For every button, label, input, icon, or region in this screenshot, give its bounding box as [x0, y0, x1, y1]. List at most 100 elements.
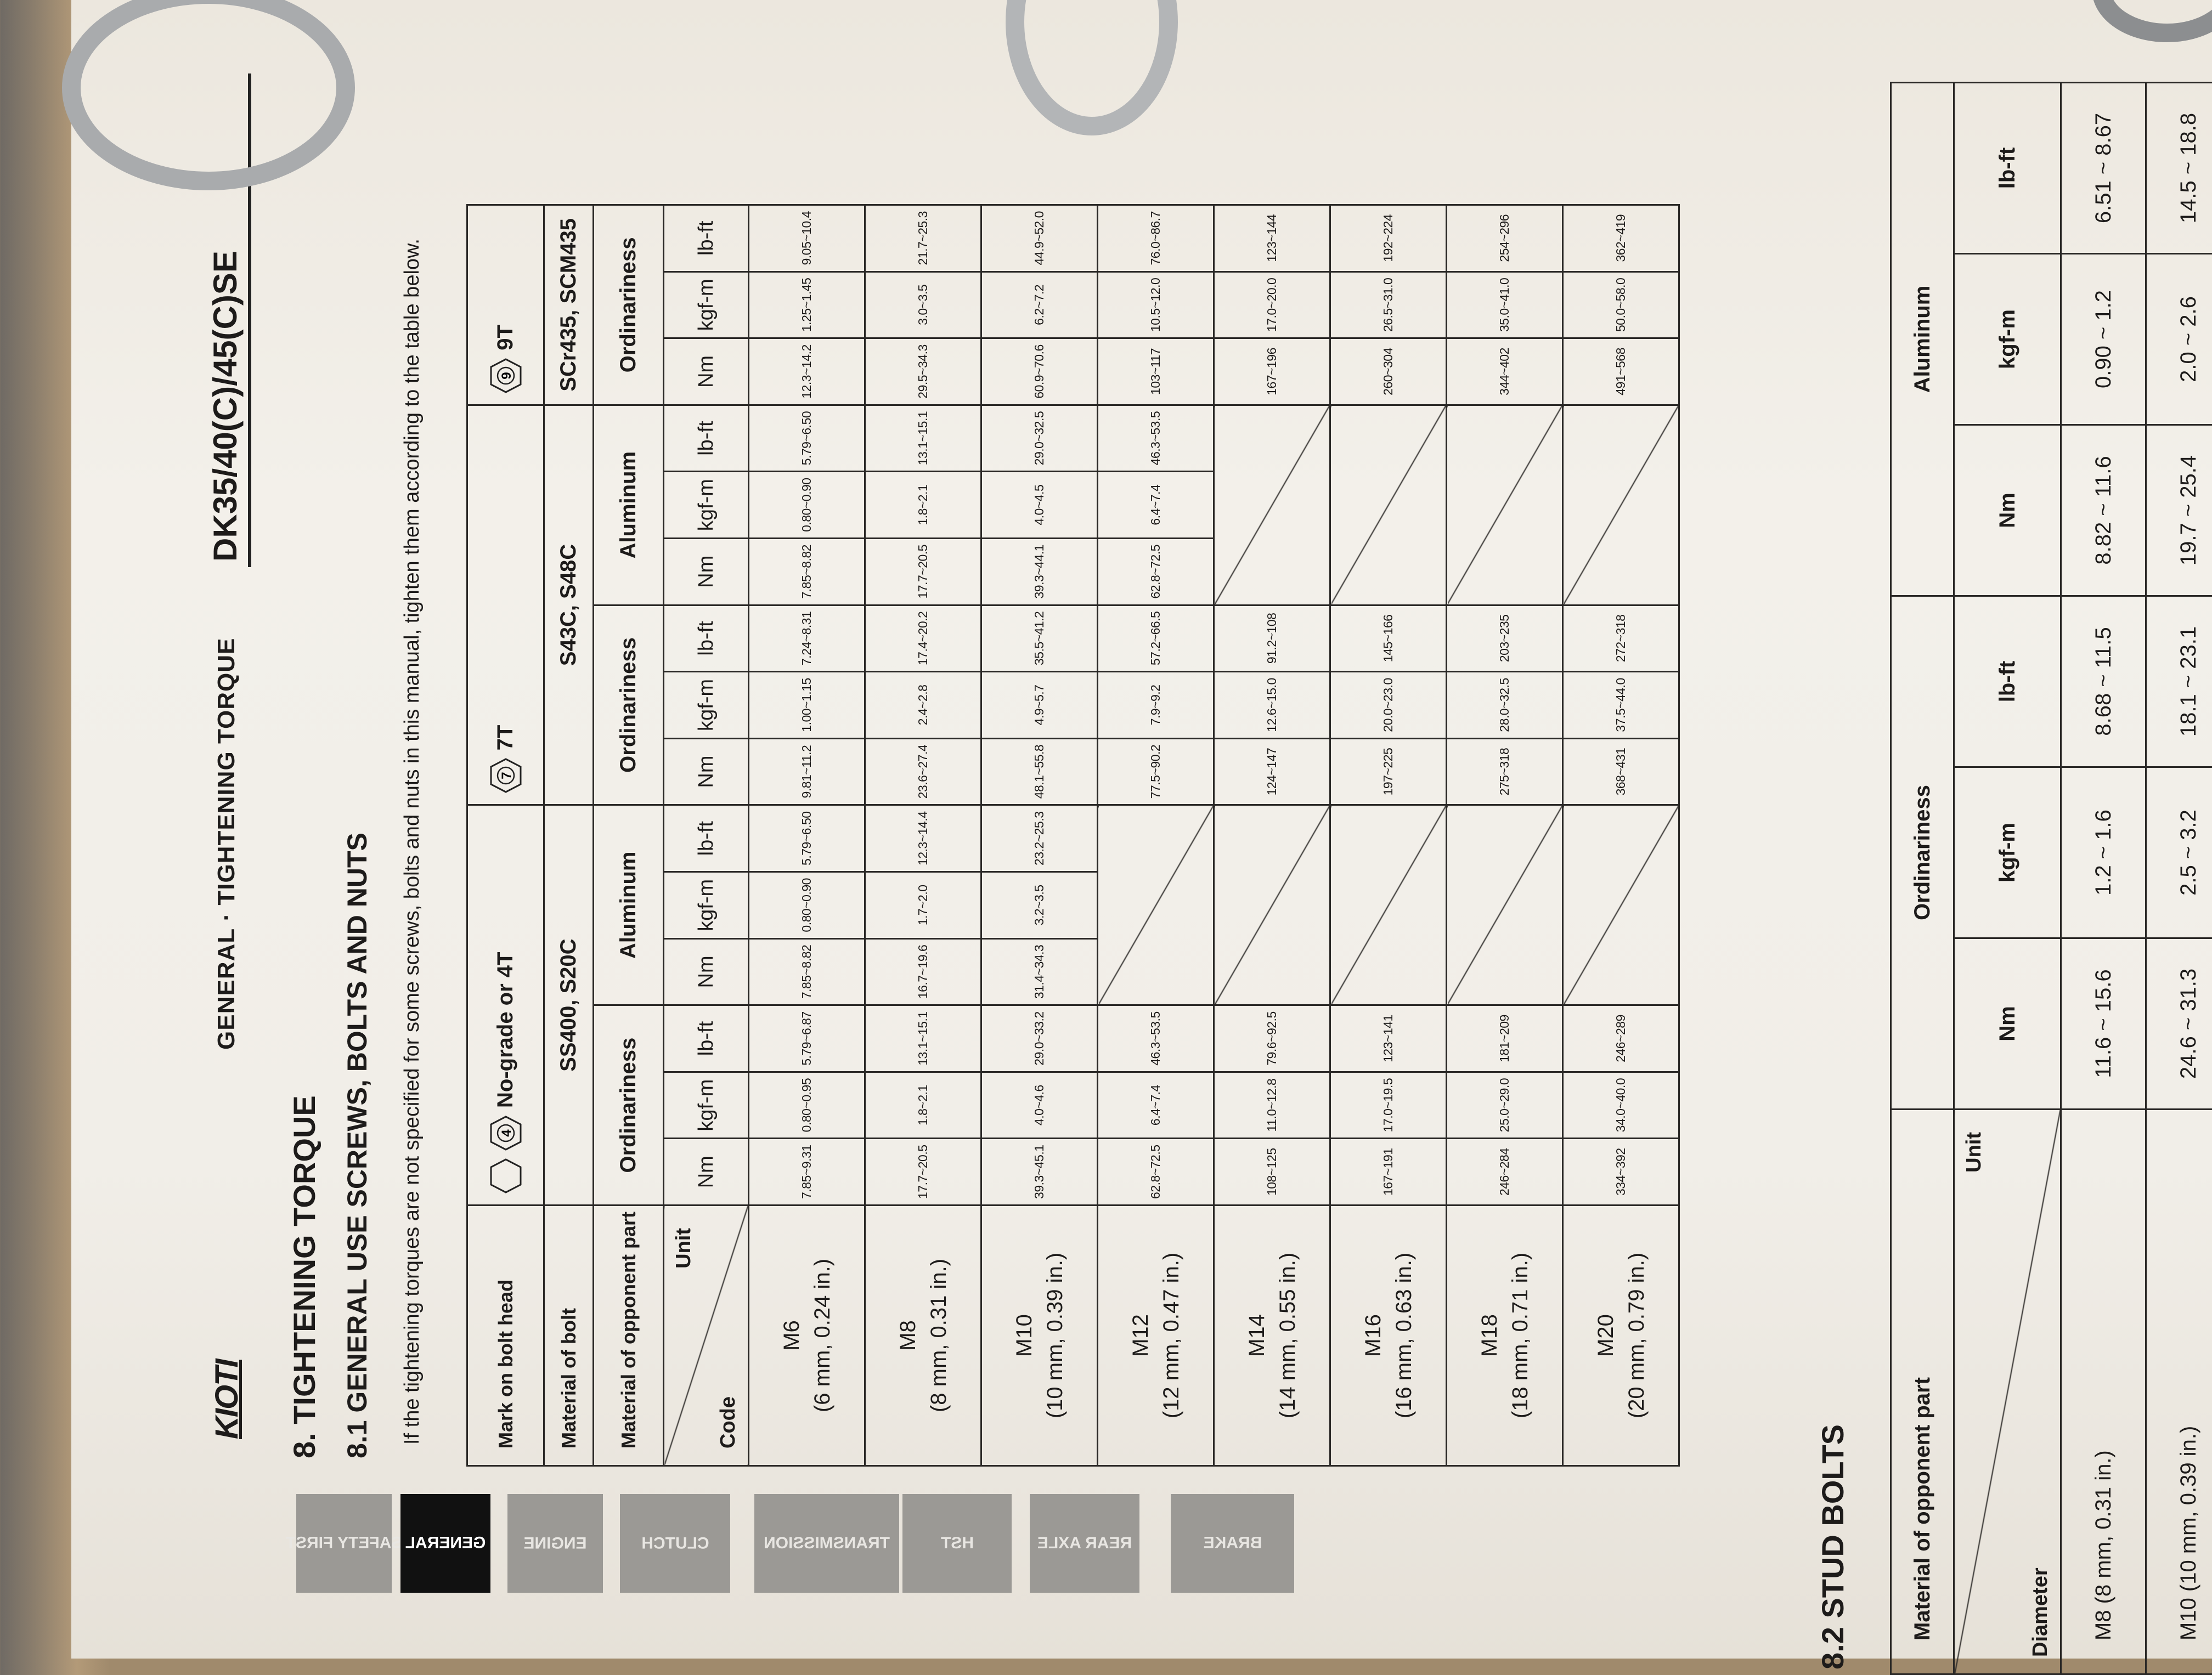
- unit-header: Nm: [664, 938, 749, 1005]
- torque-value: 108~125: [1214, 1139, 1330, 1206]
- torque-value: 50.0~58.0: [1563, 271, 1679, 338]
- torque-value: 39.3~45.1: [981, 1139, 1098, 1206]
- bolt-size: (12 mm, 0.47 in.): [1156, 1206, 1187, 1465]
- torque-value: 6.4~7.4: [1098, 1072, 1214, 1139]
- mark-on-bolt-head-label: Mark on bolt head: [467, 1206, 544, 1466]
- unit-header: kgf-m: [664, 1072, 749, 1139]
- tab-brake[interactable]: BRAKE: [1171, 1494, 1294, 1593]
- torque-value: 260~304: [1330, 338, 1447, 405]
- tab-clutch[interactable]: CLUTCH: [620, 1494, 730, 1593]
- torque-value: 2.5 ~ 3.2: [2146, 767, 2212, 938]
- unit-header: Nm: [664, 738, 749, 805]
- svg-text:9: 9: [499, 372, 514, 379]
- torque-value: 334~392: [1563, 1139, 1679, 1206]
- tab-label: TRANSMISSION: [764, 1534, 890, 1553]
- torque-value: 91.2~108: [1214, 605, 1330, 672]
- bolt-material: SCr435, SCM435: [544, 205, 594, 405]
- opponent-material: Ordinariness: [1891, 596, 1954, 1109]
- torque-value: 3.0~3.5: [865, 271, 981, 338]
- unit-label: Unit: [672, 1228, 696, 1269]
- opponent-material: Aluminum: [594, 405, 664, 605]
- torque-value: 35.5~41.2: [981, 605, 1098, 672]
- bolt-code-cell: M18(18 mm, 0.71 in.): [1447, 1206, 1563, 1466]
- torque-value: 12.6~15.0: [1214, 672, 1330, 739]
- torque-value: 0.80~0.95: [749, 1072, 865, 1139]
- torque-value: 26.5~31.0: [1330, 271, 1447, 338]
- not-applicable-cell: [1098, 805, 1214, 1005]
- torque-value: 57.2~66.5: [1098, 605, 1214, 672]
- hex-bolt-head-icon: 7: [489, 758, 522, 793]
- code-label: Code: [716, 1396, 740, 1448]
- torque-value: 7.85~8.82: [749, 938, 865, 1005]
- tab-label: ENGINE: [523, 1534, 586, 1553]
- tab-general[interactable]: GENERAL: [400, 1494, 490, 1593]
- torque-value: 123~144: [1214, 205, 1330, 271]
- tab-label: SAFETY FIRST: [286, 1534, 403, 1553]
- torque-value: 275~318: [1447, 738, 1563, 805]
- torque-value: 368~431: [1563, 738, 1679, 805]
- torque-value: 39.3~44.1: [981, 538, 1098, 605]
- torque-value: 491~568: [1563, 338, 1679, 405]
- tab-transmission[interactable]: TRANSMISSION: [754, 1494, 899, 1593]
- torque-value: 17.4~20.2: [865, 605, 981, 672]
- unit-header: kgf-m: [1954, 767, 2061, 938]
- hex-bolt-head-icon: [489, 1158, 522, 1193]
- material-of-opponent-label: Material of opponent part: [1891, 1110, 1954, 1674]
- torque-value: 4.0~4.6: [981, 1072, 1098, 1139]
- torque-value: 37.5~44.0: [1563, 672, 1679, 739]
- torque-value: 192~224: [1330, 205, 1447, 271]
- header-rule: [248, 73, 251, 567]
- torque-value: 4.9~5.7: [981, 672, 1098, 739]
- tab-engine[interactable]: ENGINE: [507, 1494, 603, 1593]
- torque-value: 13.1~15.1: [865, 1005, 981, 1072]
- bolt-code: M20: [1590, 1206, 1621, 1465]
- torque-value: 1.25~1.45: [749, 271, 865, 338]
- torque-value: 13.1~15.1: [865, 405, 981, 472]
- grade-label: 7T: [493, 725, 518, 751]
- not-applicable-cell: [1214, 805, 1330, 1005]
- opponent-material: Ordinariness: [594, 205, 664, 405]
- bolt-code-cell: M10(10 mm, 0.39 in.): [981, 1206, 1098, 1466]
- svg-text:4: 4: [499, 1129, 514, 1137]
- torque-value: 5.79~6.50: [749, 805, 865, 872]
- material-of-opponent-label: Material of opponent part: [594, 1206, 664, 1466]
- torque-value: 7.85~9.31: [749, 1139, 865, 1206]
- torque-value: 62.8~72.5: [1098, 538, 1214, 605]
- torque-value: 28.0~32.5: [1447, 672, 1563, 739]
- not-applicable-cell: [1447, 805, 1563, 1005]
- torque-value: 25.0~29.0: [1447, 1072, 1563, 1139]
- torque-value: 34.0~40.0: [1563, 1072, 1679, 1139]
- torque-value: 46.3~53.5: [1098, 1005, 1214, 1072]
- torque-value: 19.7 ~ 25.4: [2146, 425, 2212, 596]
- torque-value: 4.0~4.5: [981, 472, 1098, 539]
- tab-label: BRAKE: [1203, 1534, 1262, 1553]
- torque-value: 8.68 ~ 11.5: [2061, 596, 2146, 767]
- tab-rear-axle[interactable]: REAR AXLE: [1030, 1494, 1139, 1593]
- tab-safety-first[interactable]: SAFETY FIRST: [296, 1494, 392, 1593]
- unit-header: Nm: [1954, 425, 2061, 596]
- torque-value: 23.2~25.3: [981, 805, 1098, 872]
- bolt-code-cell: M12(12 mm, 0.47 in.): [1098, 1206, 1214, 1466]
- unit-header: kgf-m: [664, 872, 749, 939]
- bolt-code: M14: [1242, 1206, 1272, 1465]
- torque-value: 203~235: [1447, 605, 1563, 672]
- not-applicable-cell: [1563, 805, 1679, 1005]
- torque-value: 6.51 ~ 8.67: [2061, 82, 2146, 253]
- unit-label: Unit: [1962, 1132, 1986, 1173]
- unit-header: lb-ft: [664, 205, 749, 271]
- bolt-code-cell: M8(8 mm, 0.31 in.): [865, 1206, 981, 1466]
- torque-value: 2.4~2.8: [865, 672, 981, 739]
- unit-header: lb-ft: [664, 605, 749, 672]
- torque-value: 181~209: [1447, 1005, 1563, 1072]
- not-applicable-cell: [1214, 405, 1330, 605]
- tab-hst[interactable]: HST: [902, 1494, 1012, 1593]
- hex-bolt-head-icon: 9: [489, 358, 522, 393]
